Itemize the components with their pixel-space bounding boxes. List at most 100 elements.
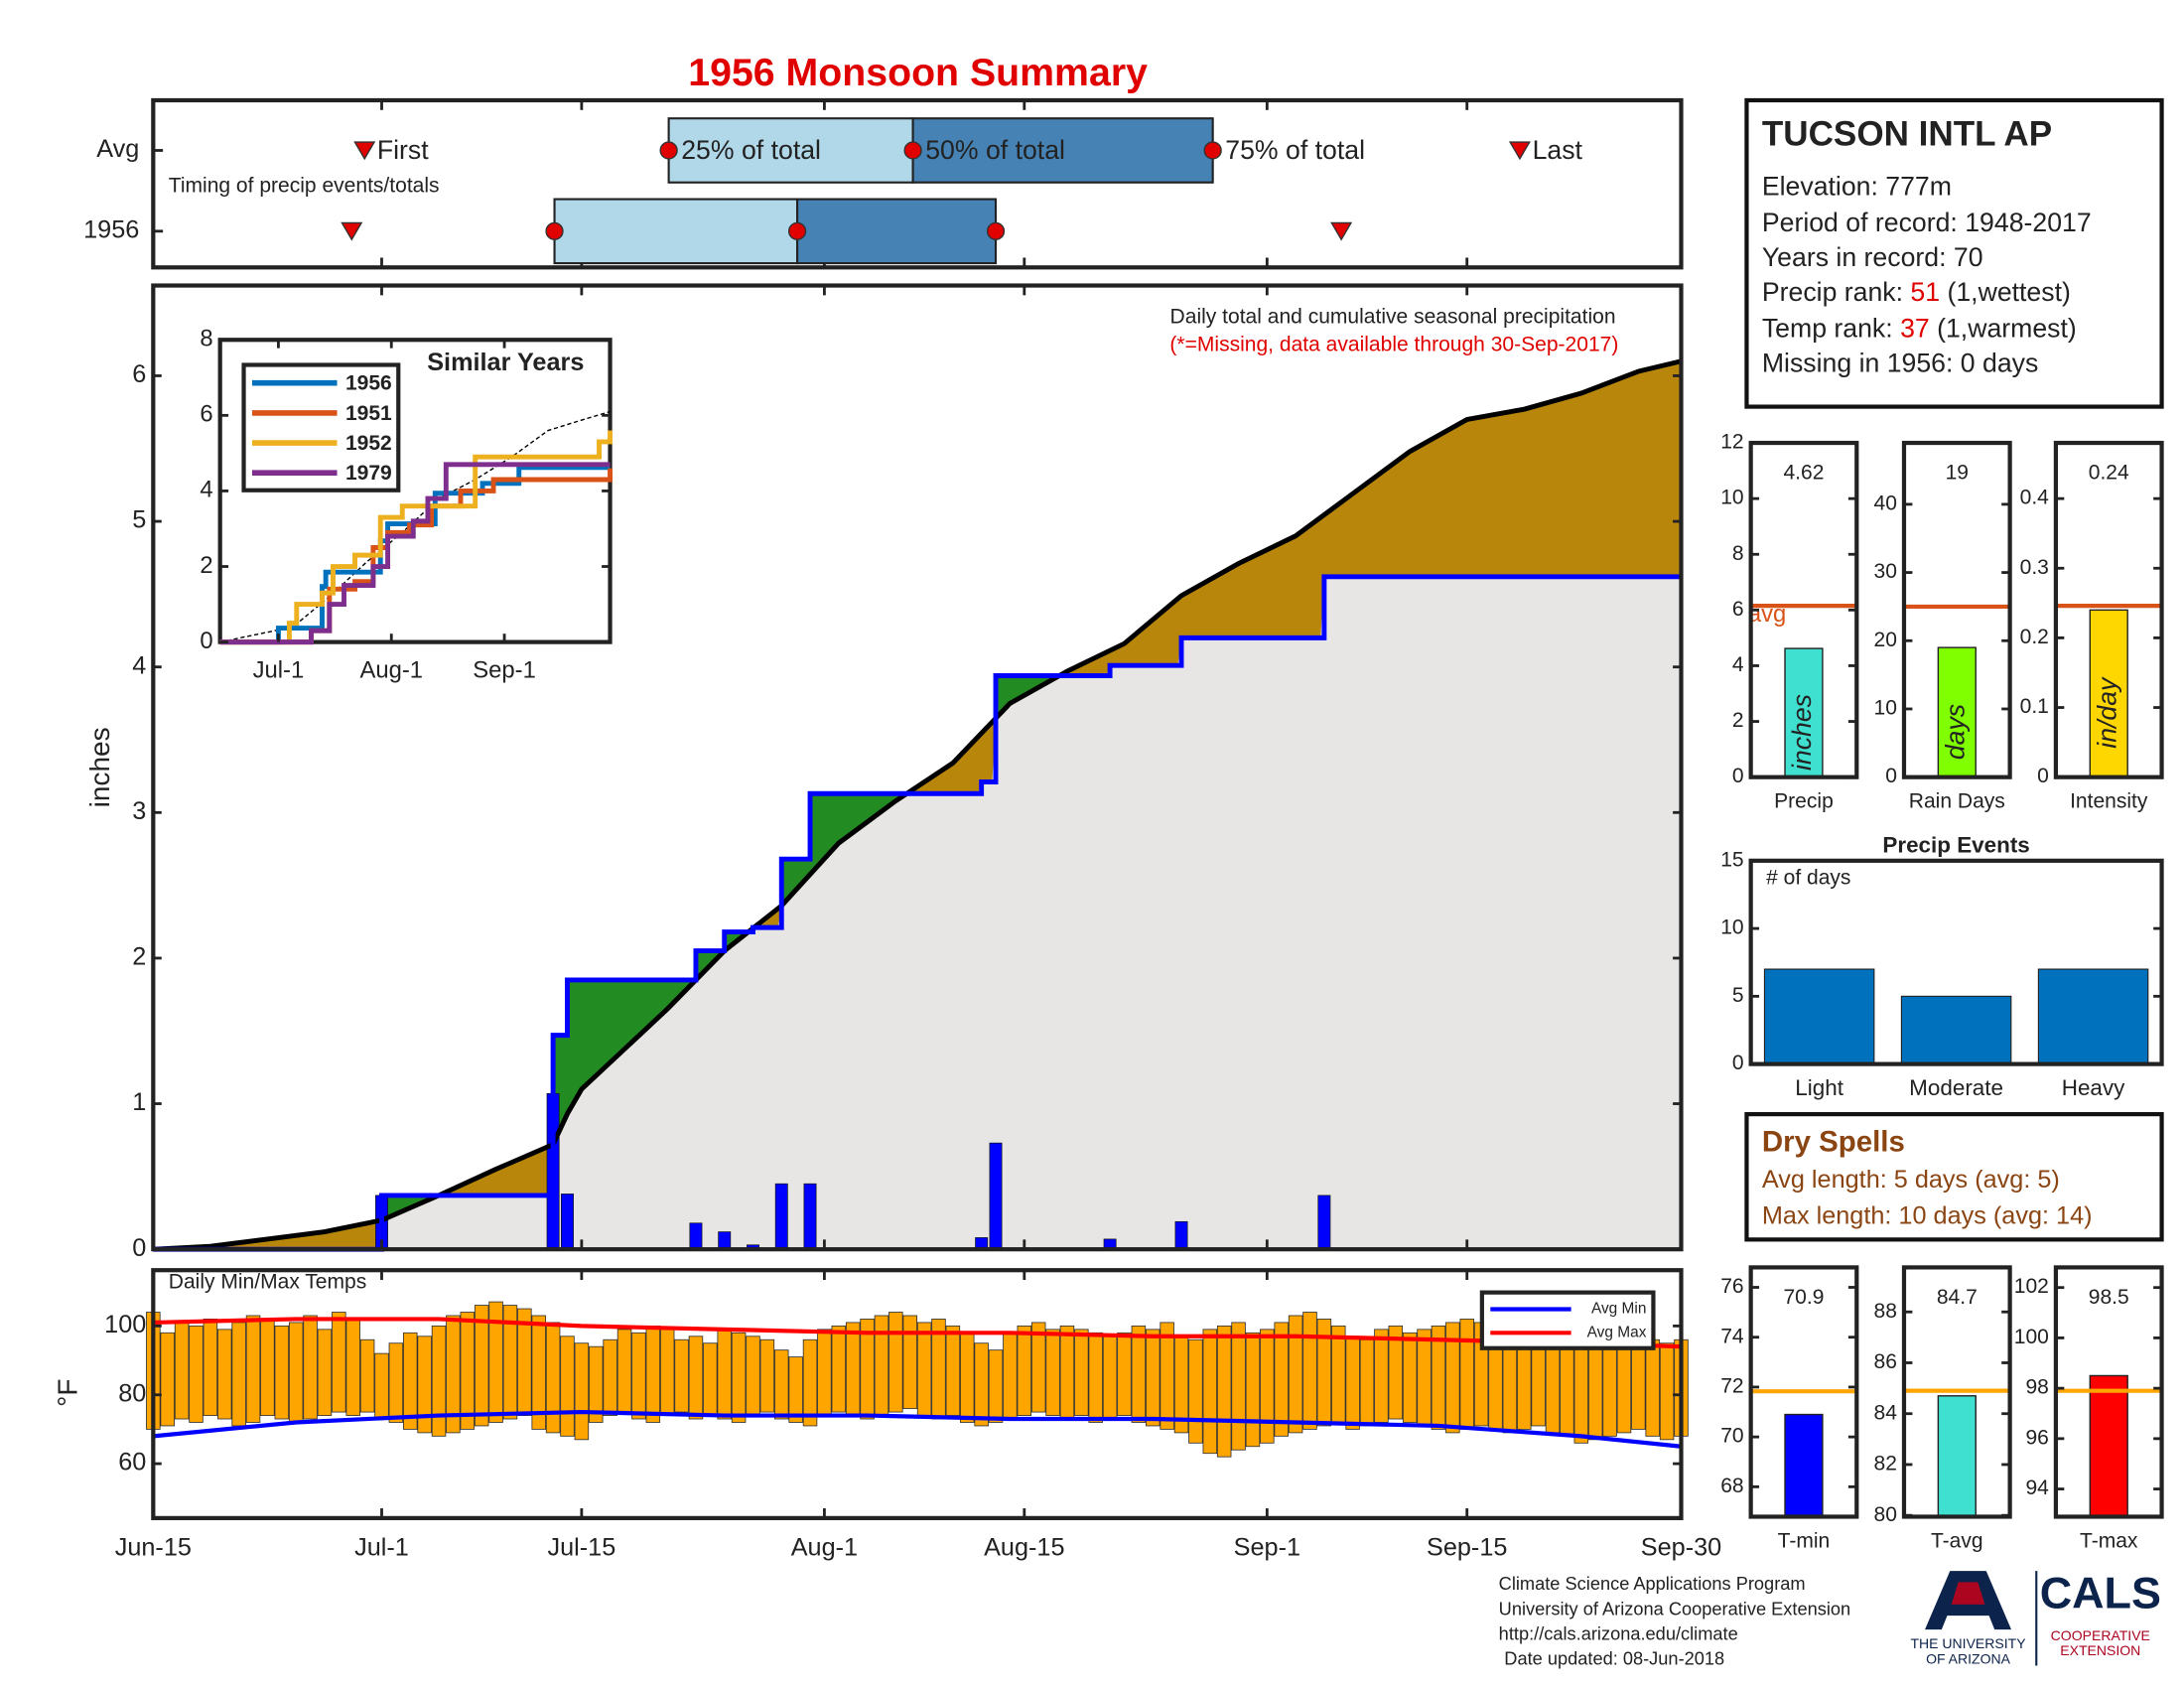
dry-spells-max: Max length: 10 days (avg: 14) <box>1762 1202 2093 1230</box>
temp-bar <box>874 1315 889 1416</box>
y-tick-label: 4 <box>132 651 146 679</box>
station-years: Years in record: 70 <box>1762 242 1983 272</box>
y-tick-label: 80 <box>1874 1503 1897 1526</box>
temp-bar <box>1645 1338 1660 1437</box>
temp-bar <box>960 1332 975 1423</box>
total-marker <box>1203 141 1222 160</box>
temp-bar <box>1302 1312 1317 1430</box>
y-tick-label: 68 <box>1720 1475 1743 1497</box>
daily-bar <box>1317 1195 1331 1250</box>
total-marker <box>986 221 1006 240</box>
temp-bar <box>274 1325 290 1420</box>
dry-spells-box <box>1744 1112 2164 1242</box>
temp-bar <box>488 1301 503 1423</box>
y-tick-label: 6 <box>200 401 212 428</box>
station-elevation: Elevation: 777m <box>1762 171 1952 201</box>
unit-label: inches <box>1787 694 1817 771</box>
temp-bar <box>203 1319 218 1416</box>
legend-label: Avg Min <box>1591 1301 1646 1318</box>
x-label: T-min <box>1778 1529 1831 1552</box>
main-frame <box>151 283 1684 1252</box>
y-tick-label: 40 <box>1874 492 1897 514</box>
temp-bar <box>589 1345 604 1423</box>
bar <box>1937 1395 1977 1518</box>
x-label: T-avg <box>1931 1529 1983 1552</box>
temp-bar <box>1274 1322 1289 1437</box>
temp-bar <box>817 1329 832 1416</box>
x-tick-label: Sep-15 <box>1427 1533 1507 1561</box>
x-label: T-max <box>2080 1529 2138 1552</box>
temp-bar <box>674 1338 689 1413</box>
temp-bar <box>645 1325 661 1423</box>
temp-bar <box>717 1329 732 1420</box>
temp-bar <box>317 1329 333 1416</box>
bar <box>1937 646 1977 778</box>
temp-bar <box>502 1305 518 1420</box>
temp-bar <box>1030 1322 1046 1413</box>
value-label: 84.7 <box>1937 1286 1978 1309</box>
temp-bar <box>603 1338 617 1416</box>
temp-rank: Temp rank: 37 (1,warmest) <box>1762 313 2077 343</box>
daily-bar <box>774 1183 788 1250</box>
temp-bar <box>1102 1336 1118 1420</box>
y-tick-label: 2 <box>1732 709 1744 732</box>
temp-bar <box>1288 1315 1303 1434</box>
temp-bar <box>916 1322 932 1416</box>
temp-bar <box>388 1342 404 1423</box>
daily-bar <box>718 1231 732 1250</box>
daily-bar <box>561 1194 574 1250</box>
precip-rank: Precip rank: 51 (1,wettest) <box>1762 277 2071 307</box>
temp-bar <box>631 1332 646 1420</box>
y-axis-label: inches <box>84 727 115 807</box>
year-line <box>219 465 611 645</box>
y-tick-label: 86 <box>1874 1350 1897 1373</box>
temp-bar <box>217 1329 232 1420</box>
y-axis-label: °F <box>53 1378 83 1406</box>
bar <box>2037 968 2149 1065</box>
y-tick-label: 8 <box>200 326 212 352</box>
cumulative-line <box>153 574 1682 1252</box>
y-tick-label: 5 <box>132 506 146 534</box>
temp-bar <box>945 1325 961 1416</box>
station-period: Period of record: 1948-2017 <box>1762 208 2092 237</box>
x-tick-label: Aug-1 <box>359 656 423 683</box>
temp-bar <box>988 1349 1004 1423</box>
x-label: Intensity <box>2070 789 2148 812</box>
bar-frame <box>1901 440 2012 779</box>
x-tick-label: Light <box>1795 1075 1843 1100</box>
temp-bar <box>374 1352 389 1420</box>
temp-bar <box>1587 1336 1603 1441</box>
y-tick-label: 0.2 <box>2020 626 2049 648</box>
y-tick-label: 1 <box>132 1088 146 1116</box>
avg-temp-line <box>153 1317 1682 1349</box>
value-label: 70.9 <box>1783 1286 1824 1309</box>
bar <box>2089 1374 2128 1518</box>
missing-note: (*=Missing, data available through 30-Se… <box>1169 333 1618 355</box>
temp-bar <box>888 1312 903 1413</box>
logo <box>1925 1571 2038 1666</box>
daily-bar <box>803 1183 817 1250</box>
logo-cals: CALS <box>2040 1567 2161 1618</box>
temp-bar <box>1059 1325 1075 1420</box>
y-tick-label: 80 <box>118 1379 146 1407</box>
logo-university: OF ARIZONA <box>1926 1651 2011 1667</box>
logo-extension: COOPERATIVE <box>2051 1627 2150 1643</box>
y-tick-label: 96 <box>2025 1426 2048 1449</box>
temp-bar <box>1431 1325 1446 1430</box>
temp-rank-prefix: Temp rank: <box>1762 313 1900 343</box>
y-tick-label: 20 <box>1874 629 1897 651</box>
temp-bar <box>245 1315 261 1423</box>
bar-frame <box>1748 858 2164 1066</box>
quartile-box <box>911 117 1214 184</box>
chart-note: # of days <box>1766 867 1850 890</box>
total-marker <box>545 221 564 240</box>
x-tick-label: Aug-1 <box>791 1533 858 1561</box>
event-marker <box>1330 221 1353 241</box>
temp-bar <box>1160 1322 1174 1430</box>
temp-bar <box>1260 1329 1275 1444</box>
y-tick-label: 0 <box>2037 765 2049 787</box>
y-tick-label: 102 <box>2014 1275 2049 1298</box>
event-marker <box>341 221 363 241</box>
station-box <box>1744 97 2164 409</box>
y-tick-label: 10 <box>1720 487 1743 509</box>
